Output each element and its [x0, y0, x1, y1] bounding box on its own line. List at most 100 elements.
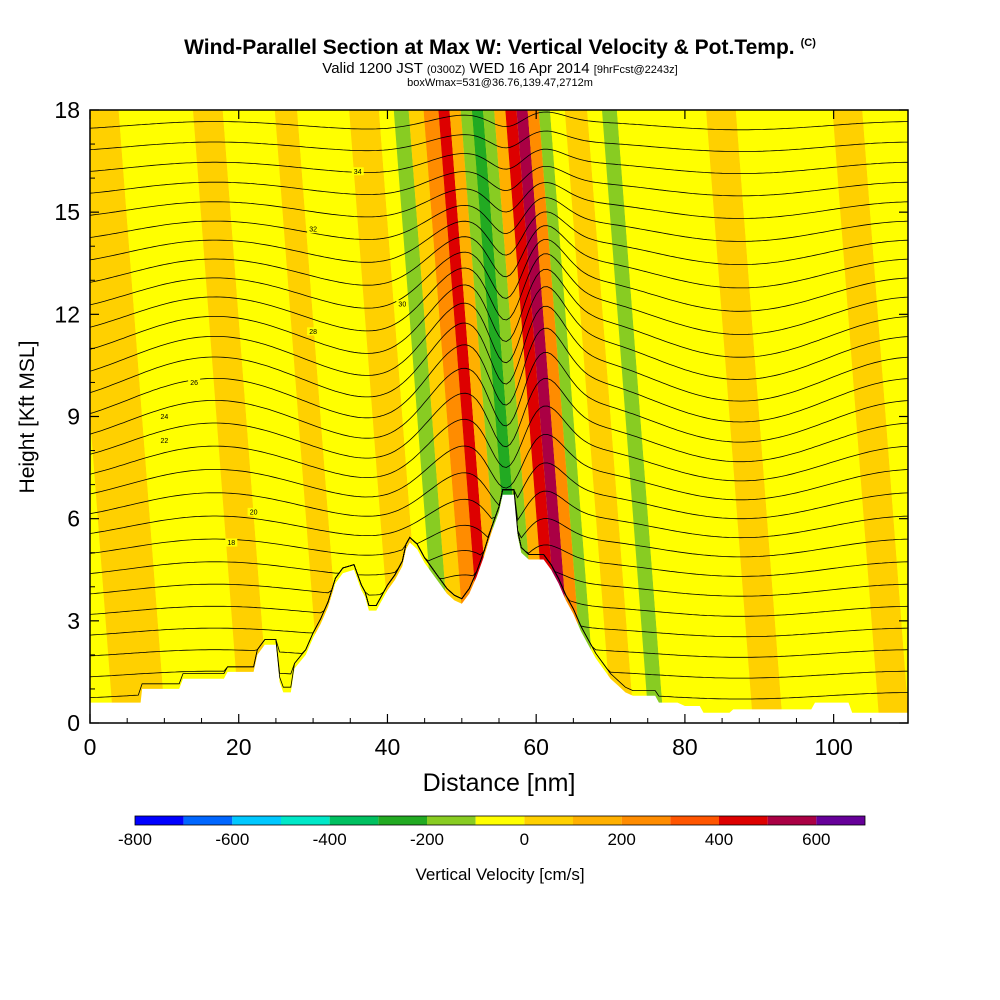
colorbar-bin-8 — [524, 816, 573, 825]
w-band-1 — [118, 110, 240, 723]
colorbar-bin-0 — [135, 816, 184, 825]
theta-label-2: 22 — [158, 436, 171, 445]
w-band-22 — [564, 110, 634, 723]
x-tick-label: 80 — [672, 734, 698, 760]
theta-contour-15 — [90, 305, 908, 402]
colorbar-bin-5 — [378, 816, 427, 825]
theta-contour-11 — [90, 405, 908, 482]
theta-contour-12 — [90, 378, 908, 463]
theta-contour-21 — [90, 211, 908, 265]
theta-label-text: 30 — [398, 302, 406, 309]
x-tick-label: 0 — [84, 734, 97, 760]
colorbar: -800 -600 -400 -200 0 200 400 600 — [118, 815, 866, 849]
theta-label-3: 24 — [158, 412, 171, 421]
theta-label-bg — [351, 167, 364, 176]
colorbar-bin-12 — [719, 816, 768, 825]
theta-label-bg — [247, 507, 260, 516]
forecast-info: [9hrFcst@2243z] — [593, 64, 678, 76]
y-tick-label: 15 — [54, 199, 80, 225]
y-axis: 0 3 6 9 12 15 18 — [54, 97, 908, 736]
theta-contour-19 — [90, 238, 908, 312]
theta-contour-9 — [90, 462, 908, 520]
colorbar-frame — [134, 815, 866, 826]
x-tick-label: 40 — [375, 734, 401, 760]
theta-label-text: 28 — [309, 329, 317, 336]
colorbar-tick-label: -400 — [313, 830, 347, 849]
w-band-2 — [192, 110, 270, 723]
x-tick-label: 20 — [226, 734, 252, 760]
theta-label-bg — [158, 412, 171, 421]
theta-contour-14 — [90, 327, 908, 423]
w-band-24 — [601, 110, 664, 723]
w-band-4 — [274, 110, 344, 723]
x-axis: 0 20 40 60 80 100 — [84, 110, 872, 760]
theta-label-text: 26 — [190, 380, 198, 387]
colorbar-bin-11 — [670, 816, 719, 825]
theta-label-text: 24 — [160, 414, 168, 421]
theta-label-0: 18 — [225, 538, 238, 547]
colorbar-bin-9 — [573, 816, 622, 825]
w-band-29 — [862, 110, 908, 709]
w-band-27 — [735, 110, 880, 723]
colorbar-bin-14 — [816, 816, 865, 825]
theta-contour-16 — [90, 286, 908, 380]
x-tick-label: 60 — [523, 734, 549, 760]
theta-label-bg — [158, 436, 171, 445]
valid-time: Valid 1200 JST — [322, 60, 423, 77]
theta-label-bg — [307, 225, 320, 234]
theta-label-text: 20 — [250, 509, 258, 516]
valid-date: WED 16 Apr 2014 — [469, 60, 590, 77]
potential-temperature-labels: 18 20 22 24 26 28 30 32 34 — [158, 167, 409, 547]
theta-contour-28 — [90, 92, 908, 108]
w-band-23 — [587, 110, 649, 723]
colorbar-bin-10 — [621, 816, 671, 825]
colorbar-bin-13 — [767, 816, 817, 825]
box-wmax-info: boxWmax=531@36.76,139.47,2712m — [407, 77, 593, 89]
w-band-3 — [222, 110, 322, 723]
x-axis-label: Distance [nm] — [423, 769, 576, 797]
colorbar-tick-label: -800 — [118, 830, 152, 849]
colorbar-bin-4 — [329, 816, 379, 825]
y-tick-label: 0 — [67, 710, 80, 736]
theta-label-1: 20 — [247, 507, 260, 516]
w-band-25 — [616, 110, 753, 723]
w-band-10 — [423, 110, 486, 723]
w-band-26 — [706, 110, 783, 723]
theta-label-8: 34 — [351, 167, 364, 176]
theta-label-4: 26 — [188, 378, 201, 387]
y-axis-label: Height [Kft MSL] — [16, 341, 39, 494]
w-band-20 — [538, 110, 597, 723]
theta-contour-26 — [90, 130, 908, 153]
colorbar-bin-3 — [281, 816, 330, 825]
theta-contour-27 — [90, 111, 908, 131]
w-band-18 — [516, 110, 575, 723]
theta-contour-25 — [90, 148, 908, 175]
y-tick-label: 6 — [67, 506, 80, 532]
theta-contour-18 — [90, 253, 908, 335]
terrain-profile — [90, 494, 908, 723]
w-band-21 — [549, 110, 612, 723]
theta-label-7: 32 — [307, 225, 320, 234]
theta-label-bg — [396, 300, 409, 309]
theta-contour-20 — [90, 225, 908, 289]
colorbar-bin-6 — [427, 816, 476, 825]
colorbar-tick-label: 200 — [607, 830, 635, 849]
theta-label-text: 18 — [227, 540, 235, 547]
theta-label-bg — [188, 378, 201, 387]
y-tick-label: 9 — [67, 404, 80, 430]
theta-contour-23 — [90, 182, 908, 219]
w-band-0 — [90, 110, 166, 723]
colorbar-tick-label: 0 — [520, 830, 529, 849]
colorbar-bin-2 — [232, 816, 281, 825]
plot-area: 18 20 22 24 26 28 30 32 34 — [89, 92, 909, 724]
terrain — [90, 494, 908, 723]
theta-label-bg — [307, 327, 320, 336]
theta-label-text: 34 — [354, 169, 362, 176]
theta-label-5: 28 — [307, 327, 320, 336]
theta-label-6: 30 — [396, 300, 409, 309]
y-tick-label: 18 — [54, 97, 80, 123]
theta-label-text: 32 — [309, 227, 317, 234]
colorbar-bin-7 — [475, 816, 525, 825]
x-tick-label: 100 — [814, 734, 852, 760]
potential-temperature-contours — [90, 92, 908, 700]
